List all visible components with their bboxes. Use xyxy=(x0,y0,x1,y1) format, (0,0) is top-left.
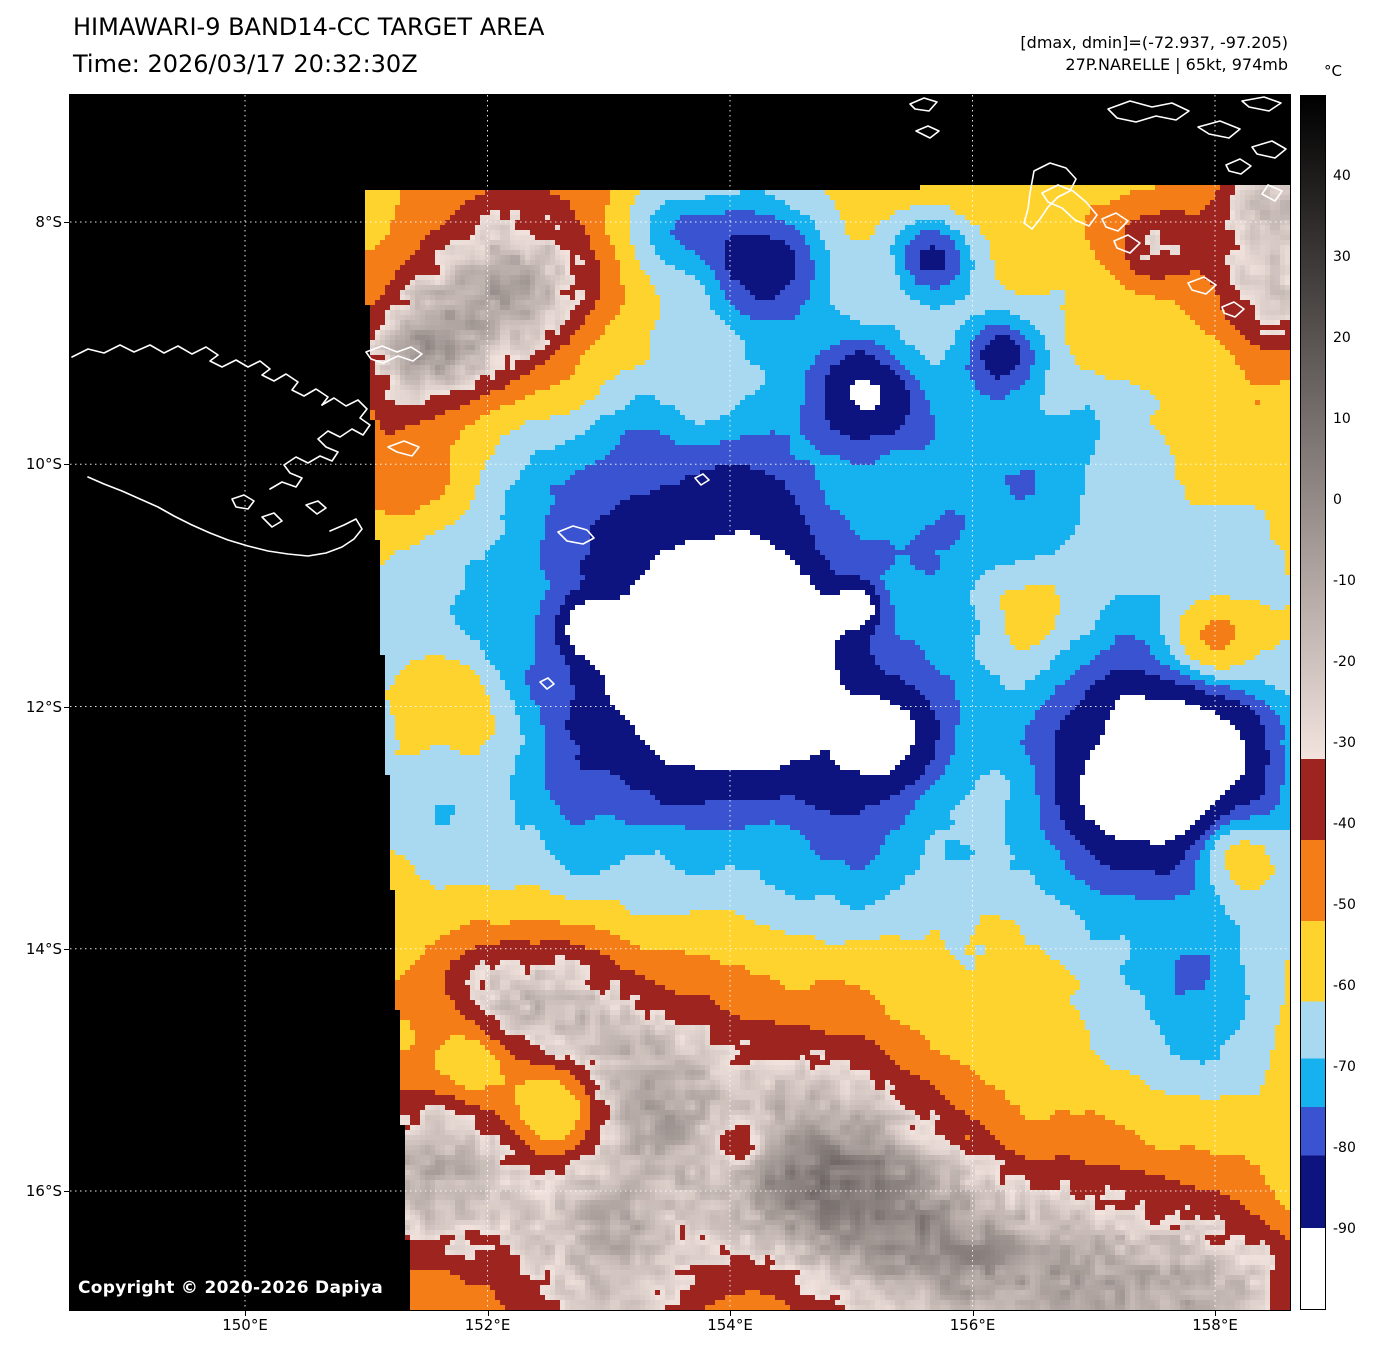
colorbar-tick-label: -80 xyxy=(1333,1140,1356,1156)
lat-axis-label: 12°S xyxy=(25,697,62,716)
colorbar-tick-label: -20 xyxy=(1333,654,1356,670)
colorbar-tick-label: -70 xyxy=(1333,1059,1356,1075)
header-right: [dmax, dmin]=(-72.937, -97.205) 27P.NARE… xyxy=(1020,32,1288,76)
colorbar-tick-label: -30 xyxy=(1333,735,1356,751)
axis-tick xyxy=(64,1191,70,1192)
colorbar xyxy=(1300,95,1326,1310)
lon-axis-label: 152°E xyxy=(464,1316,511,1334)
lat-axis-label: 14°S xyxy=(25,939,62,958)
lon-axis-label: 154°E xyxy=(707,1316,753,1334)
colorbar-tick-label: 20 xyxy=(1333,330,1351,346)
axis-tick xyxy=(1215,1311,1216,1316)
axis-tick xyxy=(64,222,70,223)
product-title: HIMAWARI-9 BAND14-CC TARGET AREA xyxy=(73,13,545,41)
colorbar-tick-label: -10 xyxy=(1333,573,1356,589)
colorbar-tick-label: 40 xyxy=(1333,168,1351,184)
product-time: Time: 2026/03/17 20:32:30Z xyxy=(73,50,418,78)
axis-tick xyxy=(245,1311,246,1316)
dmax-dmin-readout: [dmax, dmin]=(-72.937, -97.205) xyxy=(1020,33,1288,52)
graticule-gridlines xyxy=(70,95,1290,1310)
axis-tick xyxy=(64,948,70,950)
axis-tick xyxy=(487,1311,489,1316)
coastlines xyxy=(71,96,1287,690)
satellite-imagery-canvas xyxy=(70,95,1290,1310)
lat-axis-label: 10°S xyxy=(25,455,62,474)
colorbar-tick-label: -90 xyxy=(1333,1221,1356,1237)
axis-tick xyxy=(64,464,70,466)
lon-axis-label: 150°E xyxy=(222,1316,268,1334)
axis-tick xyxy=(972,1311,974,1316)
map-overlay xyxy=(70,95,1290,1310)
lat-axis-label: 16°S xyxy=(25,1182,62,1200)
colorbar-tick-label: -50 xyxy=(1333,897,1356,913)
colorbar-tick-label: 10 xyxy=(1333,411,1351,427)
colorbar-tick-label: -40 xyxy=(1333,816,1356,832)
storm-info: 27P.NARELLE | 65kt, 974mb xyxy=(1065,55,1288,74)
axis-tick xyxy=(64,706,70,708)
colorbar-tick-label: 0 xyxy=(1333,492,1342,508)
axis-tick xyxy=(730,1311,731,1316)
lon-axis-label: 156°E xyxy=(949,1316,996,1334)
colorbar-tick-label: 30 xyxy=(1333,249,1351,265)
colorbar-unit-label: °C xyxy=(1324,62,1342,80)
lat-axis-label: 8°S xyxy=(35,213,62,231)
colorbar-tick-label: -60 xyxy=(1333,978,1356,994)
map-plot: Copyright © 2020-2026 Dapiya xyxy=(69,94,1291,1311)
copyright-notice: Copyright © 2020-2026 Dapiya xyxy=(78,1278,383,1298)
lon-axis-label: 158°E xyxy=(1192,1316,1238,1334)
